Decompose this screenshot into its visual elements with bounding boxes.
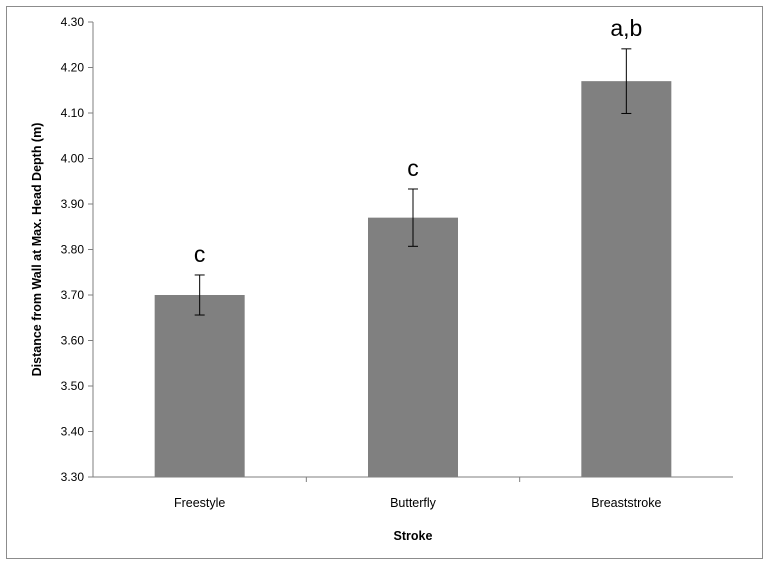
y-tick-label: 3.60 [61, 334, 85, 348]
x-axis-labels: Freestyle Butterfly Breaststroke [174, 477, 661, 510]
y-tick-label: 4.00 [61, 152, 85, 166]
bars [154, 81, 672, 478]
significance-labels: c c a,b [194, 15, 642, 267]
significance-label-freestyle: c [194, 241, 206, 267]
y-tick-label: 3.80 [61, 243, 85, 257]
bar-butterfly [368, 217, 458, 477]
y-axis-title: Distance from Wall at Max. Head Depth (m… [30, 123, 44, 377]
y-tick-label: 4.30 [61, 15, 85, 29]
x-tick-label-breaststroke: Breaststroke [591, 496, 661, 510]
x-tick-label-freestyle: Freestyle [174, 496, 225, 510]
x-axis-title: Stroke [394, 529, 433, 543]
significance-label-butterfly: c [407, 155, 419, 181]
y-tick-label: 4.20 [61, 61, 85, 75]
y-tick-label: 3.40 [61, 425, 85, 439]
x-tick-label-butterfly: Butterfly [390, 496, 437, 510]
y-tick-label: 3.70 [61, 288, 85, 302]
error-bars [194, 48, 632, 316]
y-tick-label: 4.10 [61, 106, 85, 120]
y-tick-label: 3.50 [61, 379, 85, 393]
bar-breaststroke [581, 81, 672, 478]
bar-freestyle [154, 295, 245, 477]
y-axis-ticks: 3.30 3.40 3.50 3.60 3.70 3.80 3.90 4.00 4.10 4.20… [61, 15, 93, 484]
significance-label-breaststroke: a,b [610, 15, 642, 41]
y-tick-label: 3.90 [61, 197, 85, 211]
y-tick-label: 3.30 [61, 470, 85, 484]
